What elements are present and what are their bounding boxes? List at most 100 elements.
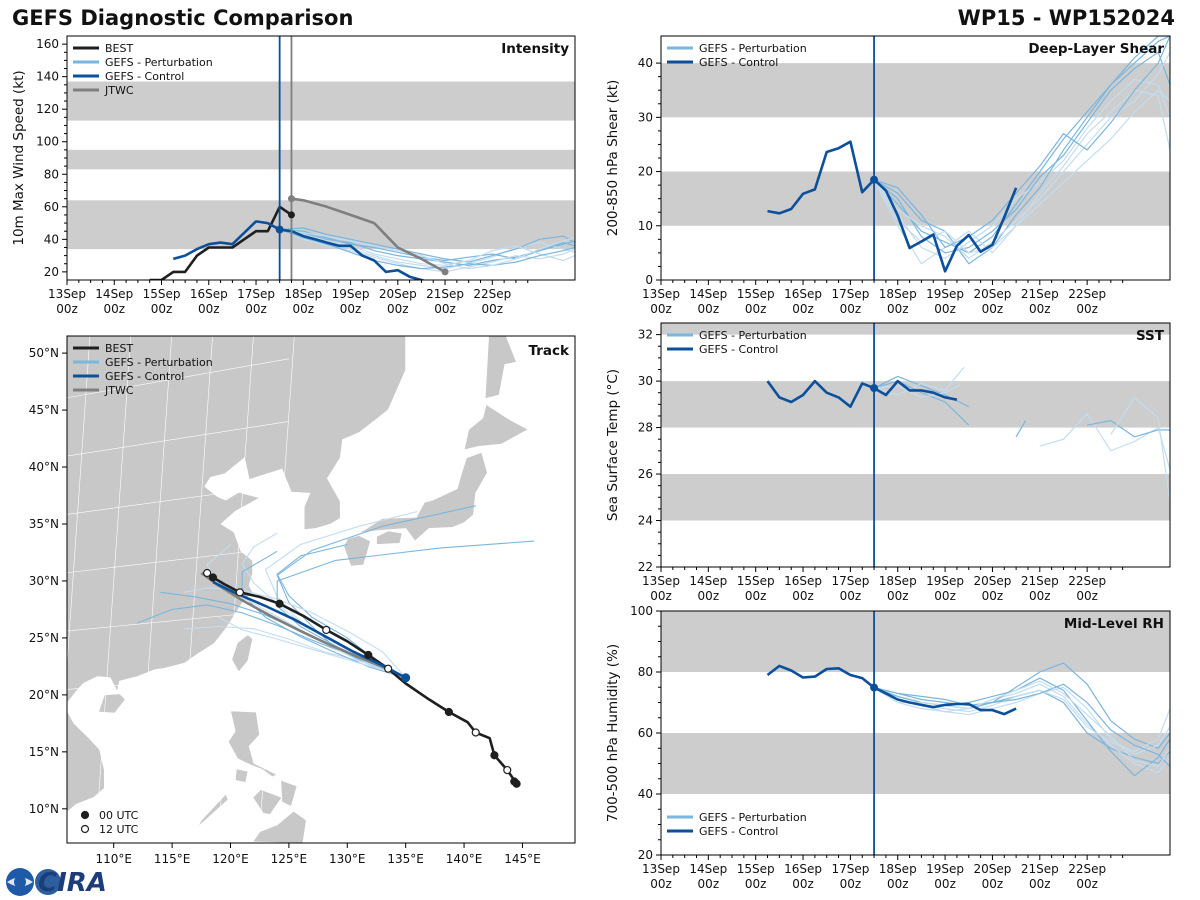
intensity-xtick-hour-5: 00z [292, 302, 314, 316]
intensity-ytick-label-6: 140 [36, 70, 59, 84]
chart-rh: 2040608010013Sep00z14Sep00z15Sep00z16Sep… [605, 604, 1171, 891]
sst-xtick-hour-7: 00z [982, 589, 1004, 603]
track-best-marker-7 [364, 650, 373, 660]
shear-ytick-label-0: 0 [645, 273, 653, 287]
shear-xtick-hour-9: 00z [1076, 302, 1098, 316]
track-ytick-label-2: 20°N [29, 688, 59, 702]
sst-xtick-label-9: 22Sep [1068, 574, 1106, 588]
sst-xtick-label-8: 21Sep [1021, 574, 1059, 588]
intensity-xtick-label-5: 18Sep [284, 287, 322, 301]
intensity-legend-label-2: GEFS - Control [105, 70, 184, 83]
visayas-island [252, 789, 283, 815]
rh-xtick-label-6: 19Sep [926, 862, 964, 876]
track-map-area [67, 336, 575, 843]
shear-ytick-label-3: 30 [638, 110, 653, 124]
chart-sst: 22242628303213Sep00z14Sep00z15Sep00z16Se… [605, 322, 1171, 603]
sst-xtick-hour-2: 00z [745, 589, 767, 603]
rh-perturbation-line-3 [873, 686, 1170, 756]
mainland-asia [67, 336, 407, 813]
intensity-xtick-hour-4: 00z [245, 302, 267, 316]
chart-track: 110°E 115°E 120°E 125°E 130°E 135°E 140°E 145°E… [29, 335, 576, 866]
intensity-legend-label-3: JTWC [104, 84, 134, 97]
rh-band-1 [661, 611, 1170, 672]
sst-xtick-hour-1: 00z [698, 589, 720, 603]
sst-plot-area [661, 323, 1170, 567]
shear-ytick-label-2: 20 [638, 165, 653, 179]
intensity-ytick-label-5: 120 [36, 102, 59, 116]
rh-xtick-label-8: 21Sep [1021, 862, 1059, 876]
intensity-legend-label-1: GEFS - Perturbation [105, 56, 213, 69]
sst-ytick-label-1: 24 [638, 514, 653, 528]
track-xtick-label-6: 140°E [446, 852, 483, 866]
sst-perturbation-line-3 [874, 385, 960, 399]
track-legend-label-2: GEFS - Control [105, 370, 184, 383]
intensity-title: Intensity [501, 41, 569, 57]
sst-xtick-hour-4: 00z [840, 589, 862, 603]
sst-xtick-hour-3: 00z [792, 589, 814, 603]
rh-xtick-label-9: 22Sep [1068, 862, 1106, 876]
track-best-marker-6 [384, 664, 393, 673]
rh-xtick-hour-3: 00z [792, 877, 814, 891]
shear-ytick-label-1: 10 [638, 219, 653, 233]
shear-legend-label-0: GEFS - Perturbation [699, 42, 807, 55]
track-perturbation-line-7 [206, 544, 406, 679]
intensity-xtick-hour-9: 00z [482, 302, 504, 316]
shear-xtick-label-4: 17Sep [831, 287, 869, 301]
intensity-xtick-label-6: 19Sep [332, 287, 370, 301]
sst-ytick-label-3: 28 [638, 421, 653, 435]
track-axes-frame [66, 335, 576, 844]
track-ytick-label-0: 10°N [29, 802, 59, 816]
rh-xtick-hour-5: 00z [887, 877, 909, 891]
track-ytick-label-8: 50°N [29, 346, 59, 360]
sst-xtick-hour-9: 00z [1076, 589, 1098, 603]
intensity-plot-area [67, 36, 575, 280]
intensity-jtwc-start-marker [287, 195, 295, 203]
shear-xtick-hour-6: 00z [934, 302, 956, 316]
intensity-xtick-label-3: 16Sep [190, 287, 228, 301]
intensity-xtick-hour-8: 00z [434, 302, 456, 316]
intensity-xtick-label-2: 15Sep [143, 287, 181, 301]
page-title: GEFS Diagnostic Comparison [12, 6, 354, 30]
rh-xtick-hour-4: 00z [840, 877, 862, 891]
track-best-marker-3 [490, 751, 499, 760]
track-xtick-label-1: 115°E [154, 852, 191, 866]
sst-perturbation-line-6 [1086, 419, 1170, 438]
shear-legend-label-1: GEFS - Control [699, 56, 778, 69]
hokkaido-island [463, 403, 530, 451]
shear-perturbation-line-6 [873, 36, 1170, 249]
rh-control-line [766, 664, 1017, 716]
rh-xtick-label-1: 14Sep [689, 862, 727, 876]
sst-xtick-label-3: 16Sep [784, 574, 822, 588]
sst-band-0 [661, 474, 1170, 521]
shikoku-island [376, 530, 403, 545]
sst-xtick-label-6: 19Sep [926, 574, 964, 588]
sst-xtick-label-1: 14Sep [689, 574, 727, 588]
track-xtick-label-4: 130°E [329, 852, 366, 866]
sst-perturbation-line-2 [873, 380, 970, 426]
intensity-xtick-hour-3: 00z [198, 302, 220, 316]
sst-xtick-hour-6: 00z [934, 589, 956, 603]
globe-icon [35, 869, 61, 895]
track-marker-legend-label-1: 12 UTC [99, 823, 139, 836]
shear-xtick-label-8: 21Sep [1021, 287, 1059, 301]
sst-xtick-label-7: 20Sep [973, 574, 1011, 588]
track-best-marker-5 [444, 707, 453, 717]
shear-perturbation-line-2 [873, 36, 1170, 265]
track-best-marker-11 [208, 573, 218, 582]
sst-legend-label-1: GEFS - Control [699, 343, 778, 356]
track-best-marker-12 [203, 568, 212, 578]
sst-control-line [766, 379, 958, 408]
sst-xtick-label-0: 13Sep [642, 574, 680, 588]
intensity-best-end-marker [287, 211, 295, 219]
shear-xtick-hour-1: 00z [698, 302, 720, 316]
intensity-jtwc-line [291, 197, 446, 274]
track-perturbation-line-5 [183, 625, 406, 679]
intensity-xtick-label-9: 22Sep [473, 287, 511, 301]
sst-perturbation-line-7 [1110, 396, 1170, 502]
shear-xtick-label-1: 14Sep [689, 287, 727, 301]
shear-xtick-hour-3: 00z [792, 302, 814, 316]
track-best-marker-2 [503, 765, 512, 775]
rh-ytick-label-0: 20 [638, 848, 653, 862]
intensity-ytick-label-4: 100 [36, 135, 59, 149]
